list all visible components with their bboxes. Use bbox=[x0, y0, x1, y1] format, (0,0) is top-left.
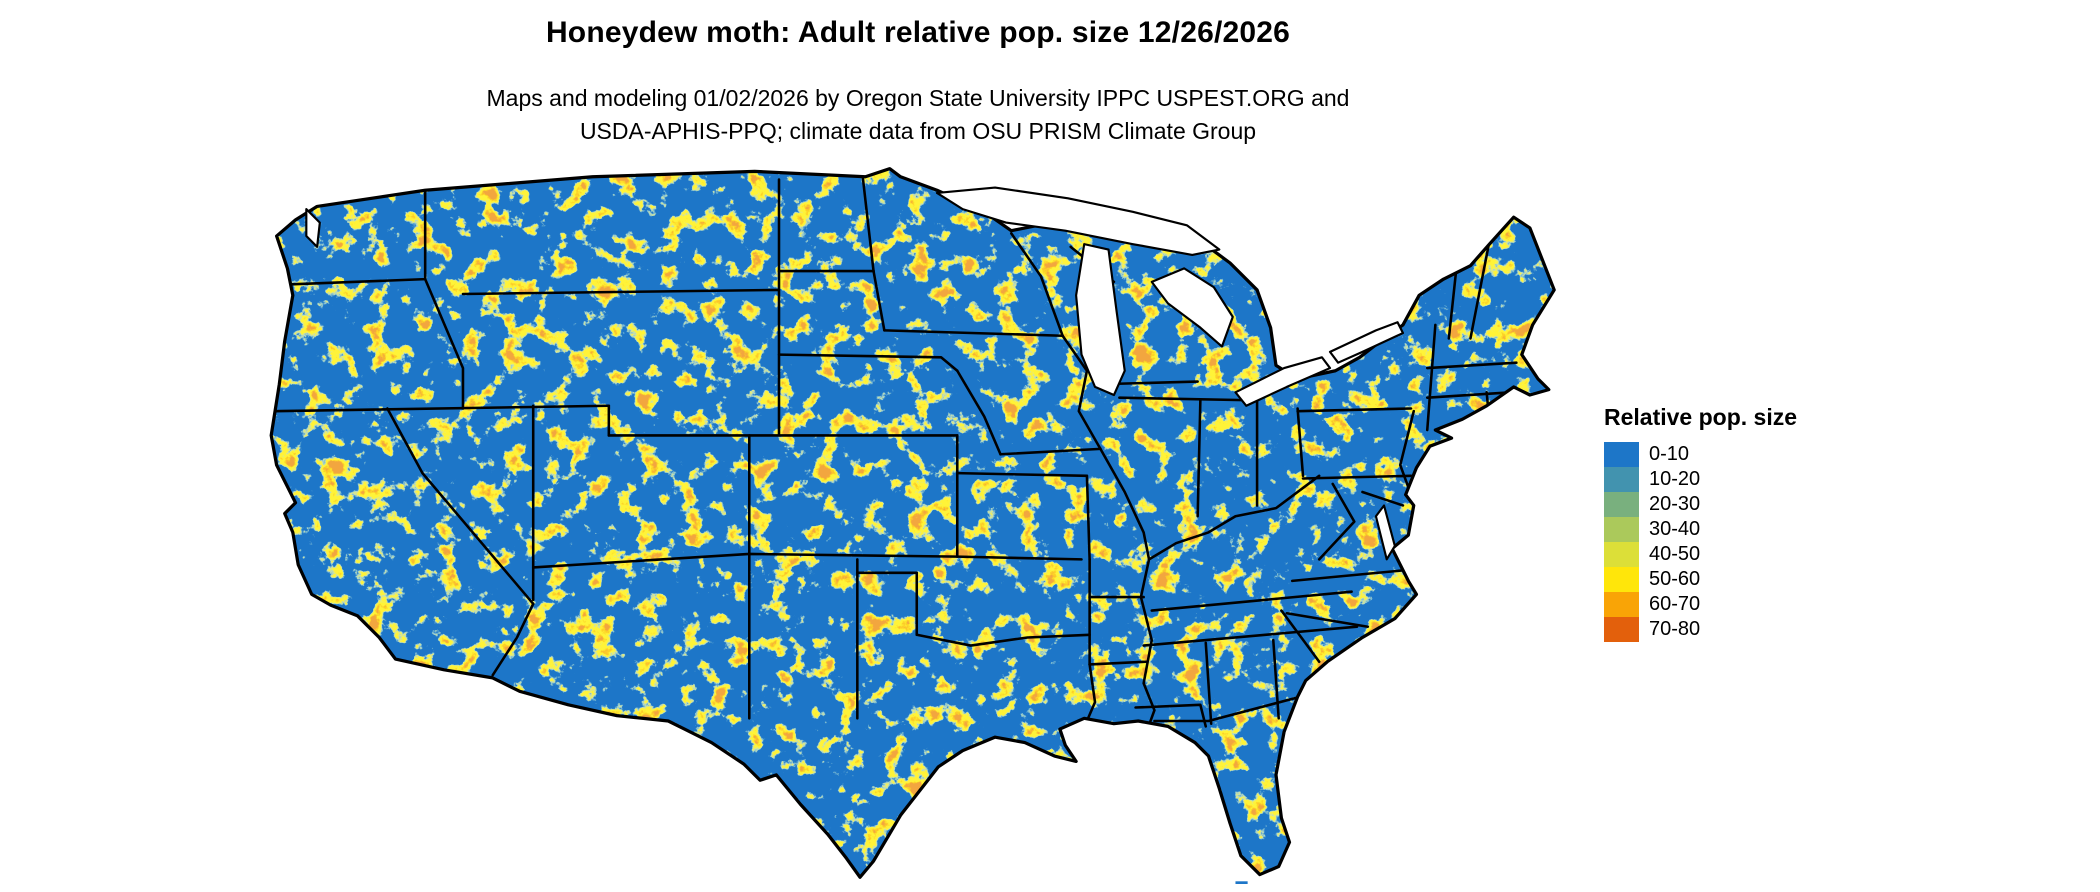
legend-label: 30-40 bbox=[1649, 518, 1701, 540]
legend-title: Relative pop. size bbox=[1604, 404, 1798, 430]
us-map-svg bbox=[269, 167, 1556, 884]
subtitle-line-2: USDA-APHIS-PPQ; climate data from OSU PR… bbox=[579, 118, 1257, 144]
lake-michigan bbox=[1075, 243, 1126, 397]
legend-swatch bbox=[1604, 542, 1639, 567]
legend-label: 50-60 bbox=[1649, 568, 1701, 590]
legend-swatch bbox=[1604, 617, 1639, 642]
legend-item: 30-40 bbox=[1604, 517, 1797, 542]
legend-swatch bbox=[1604, 592, 1639, 617]
legend-item: 70-80 bbox=[1604, 617, 1797, 642]
legend-label: 20-30 bbox=[1649, 493, 1701, 515]
legend-swatch bbox=[1604, 492, 1639, 517]
legend-item: 40-50 bbox=[1604, 542, 1797, 567]
puget-sound bbox=[305, 208, 321, 248]
legend-item: 10-20 bbox=[1604, 467, 1797, 492]
legend: Relative pop. size 0-10 10-20 20-30 30-4… bbox=[1604, 404, 1797, 642]
page-title: Honeydew moth: Adult relative pop. size … bbox=[545, 16, 1291, 49]
legend-swatch bbox=[1604, 467, 1639, 492]
legend-label: 0-10 bbox=[1649, 443, 1690, 465]
legend-label: 40-50 bbox=[1649, 543, 1701, 565]
florida-keys bbox=[1235, 881, 1248, 884]
legend-colorbar: 0-10 10-20 20-30 30-40 40-50 50-60 bbox=[1604, 442, 1797, 642]
legend-swatch bbox=[1604, 567, 1639, 592]
lake-ontario bbox=[1328, 321, 1405, 364]
lake-superior bbox=[935, 186, 1221, 256]
legend-item: 20-30 bbox=[1604, 492, 1797, 517]
great-lakes bbox=[305, 186, 1405, 561]
state-borders bbox=[272, 175, 1518, 742]
lake-erie bbox=[1234, 356, 1332, 407]
subtitle-line-1: Maps and modeling 01/02/2026 by Oregon S… bbox=[486, 85, 1350, 111]
legend-item: 60-70 bbox=[1604, 592, 1797, 617]
population-speckle-layers bbox=[271, 168, 1555, 878]
legend-label: 10-20 bbox=[1649, 468, 1701, 490]
legend-label: 70-80 bbox=[1649, 618, 1701, 640]
legend-swatch bbox=[1604, 442, 1639, 467]
conus-population-map bbox=[255, 166, 1565, 884]
legend-swatch bbox=[1604, 517, 1639, 542]
map-subtitle: Maps and modeling 01/02/2026 by Oregon S… bbox=[0, 82, 1836, 148]
lake-huron bbox=[1150, 267, 1234, 348]
legend-item: 50-60 bbox=[1604, 567, 1797, 592]
chesapeake-bay bbox=[1374, 504, 1396, 561]
legend-item: 0-10 bbox=[1604, 442, 1797, 467]
legend-label: 60-70 bbox=[1649, 593, 1701, 615]
